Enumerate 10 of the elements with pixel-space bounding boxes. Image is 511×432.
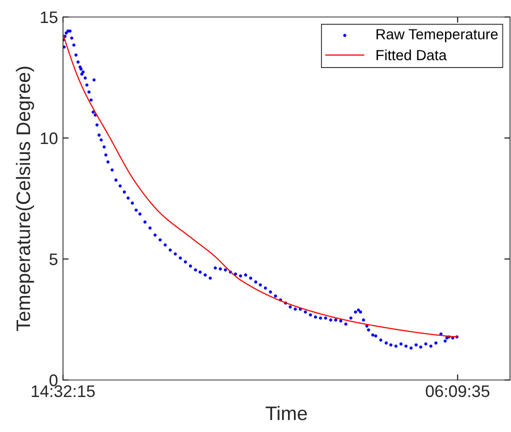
y-tick-label: 10 xyxy=(40,132,58,144)
legend-label: Fitted Data xyxy=(376,50,447,60)
x-axis-title: Time xyxy=(266,406,307,420)
x-tick-label: 14:32:15 xyxy=(32,385,95,398)
y-tick-label: 0 xyxy=(50,374,58,386)
y-tick-label: 15 xyxy=(40,12,58,24)
legend-label: Raw Temeperature xyxy=(376,29,498,42)
y-axis-title: Temeperature(Celsius Degree) xyxy=(16,66,34,331)
y-tick-label: 5 xyxy=(50,254,58,266)
x-tick-label: 06:09:35 xyxy=(426,385,490,398)
